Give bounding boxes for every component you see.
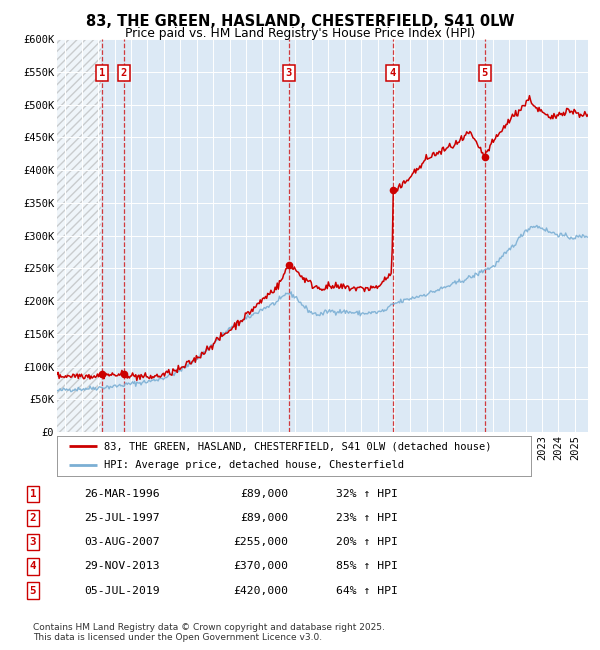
Text: 1: 1 <box>30 489 36 499</box>
Text: Contains HM Land Registry data © Crown copyright and database right 2025.
This d: Contains HM Land Registry data © Crown c… <box>33 623 385 642</box>
Text: 2: 2 <box>121 68 127 78</box>
Text: 25-JUL-1997: 25-JUL-1997 <box>84 514 160 523</box>
Text: 5: 5 <box>481 68 488 78</box>
Bar <box>57 39 101 432</box>
Text: 32% ↑ HPI: 32% ↑ HPI <box>336 489 398 499</box>
Text: 3: 3 <box>30 538 36 547</box>
Text: 23% ↑ HPI: 23% ↑ HPI <box>336 514 398 523</box>
Text: 29-NOV-2013: 29-NOV-2013 <box>84 562 160 571</box>
Text: 85% ↑ HPI: 85% ↑ HPI <box>336 562 398 571</box>
Text: 3: 3 <box>286 68 292 78</box>
Text: £420,000: £420,000 <box>233 586 288 595</box>
Text: 1: 1 <box>99 68 105 78</box>
Text: £89,000: £89,000 <box>240 489 288 499</box>
Text: 20% ↑ HPI: 20% ↑ HPI <box>336 538 398 547</box>
Text: £255,000: £255,000 <box>233 538 288 547</box>
Text: 05-JUL-2019: 05-JUL-2019 <box>84 586 160 595</box>
Text: 83, THE GREEN, HASLAND, CHESTERFIELD, S41 0LW (detached house): 83, THE GREEN, HASLAND, CHESTERFIELD, S4… <box>104 441 492 451</box>
Text: 2: 2 <box>30 514 36 523</box>
Text: 5: 5 <box>30 586 36 595</box>
Text: 03-AUG-2007: 03-AUG-2007 <box>84 538 160 547</box>
Text: 4: 4 <box>30 562 36 571</box>
Text: 4: 4 <box>389 68 395 78</box>
Text: 26-MAR-1996: 26-MAR-1996 <box>84 489 160 499</box>
Text: 83, THE GREEN, HASLAND, CHESTERFIELD, S41 0LW: 83, THE GREEN, HASLAND, CHESTERFIELD, S4… <box>86 14 514 29</box>
Text: 64% ↑ HPI: 64% ↑ HPI <box>336 586 398 595</box>
Text: £370,000: £370,000 <box>233 562 288 571</box>
Text: HPI: Average price, detached house, Chesterfield: HPI: Average price, detached house, Ches… <box>104 460 404 470</box>
Text: Price paid vs. HM Land Registry's House Price Index (HPI): Price paid vs. HM Land Registry's House … <box>125 27 475 40</box>
Text: £89,000: £89,000 <box>240 514 288 523</box>
